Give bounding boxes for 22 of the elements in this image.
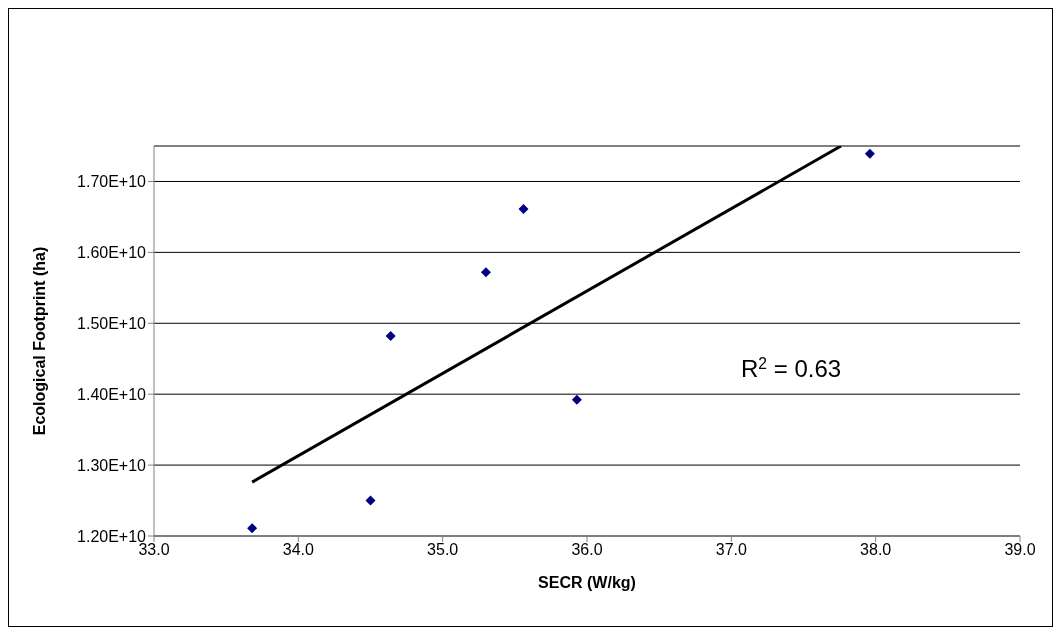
point	[365, 495, 376, 506]
point	[385, 331, 396, 342]
y-tick-label: 1.50E+10	[77, 314, 147, 332]
x-tick-label: 35.0	[427, 541, 459, 559]
x-tick-label: 34.0	[282, 541, 315, 559]
y-tick-label: 1.70E+10	[77, 173, 147, 191]
y-tick-label: 1.30E+10	[77, 456, 147, 474]
x-axis-title: SECR (W/kg)	[538, 574, 636, 591]
point	[518, 204, 529, 215]
x-tick-label: 36.0	[571, 541, 603, 559]
point	[247, 523, 258, 534]
annotation: R$^{2}$ = 0.63	[741, 354, 842, 382]
y-axis-title: Ecological Footprint (ha)	[30, 246, 48, 436]
point	[571, 394, 582, 405]
x-tick-label: 33.0	[138, 541, 170, 559]
x-tick-label: 37.0	[715, 541, 748, 559]
point	[864, 148, 875, 159]
x-tick-label: 38.0	[860, 541, 892, 559]
y-tick-label: 1.40E+10	[77, 385, 147, 403]
x-tick-label: 39.0	[1004, 541, 1036, 559]
point	[480, 267, 491, 278]
y-tick-label: 1.60E+10	[77, 244, 147, 262]
